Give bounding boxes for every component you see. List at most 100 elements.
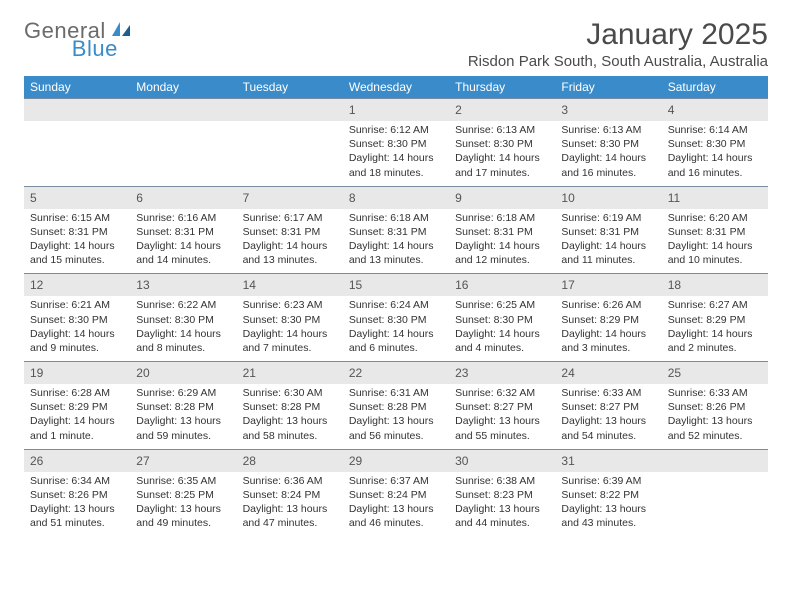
- month-title: January 2025: [468, 18, 768, 51]
- day-number-row: .: [662, 450, 768, 472]
- calendar-day-cell: .: [662, 449, 768, 536]
- day-number: 29: [349, 454, 362, 468]
- daylight-text: Daylight: 13 hours and 54 minutes.: [561, 414, 655, 442]
- calendar-day-cell: 10Sunrise: 6:19 AMSunset: 8:31 PMDayligh…: [555, 186, 661, 274]
- sunrise-text: Sunrise: 6:16 AM: [136, 211, 230, 225]
- day-number-row: 29: [343, 450, 449, 472]
- sunset-text: Sunset: 8:30 PM: [136, 313, 230, 327]
- sunrise-text: Sunrise: 6:38 AM: [455, 474, 549, 488]
- day-number: 20: [136, 366, 149, 380]
- calendar-week-row: 12Sunrise: 6:21 AMSunset: 8:30 PMDayligh…: [24, 274, 768, 362]
- sunset-text: Sunset: 8:30 PM: [349, 137, 443, 151]
- sunrise-text: Sunrise: 6:14 AM: [668, 123, 762, 137]
- day-details: Sunrise: 6:13 AMSunset: 8:30 PMDaylight:…: [555, 121, 661, 186]
- daylight-text: Daylight: 14 hours and 12 minutes.: [455, 239, 549, 267]
- day-number-row: 31: [555, 450, 661, 472]
- sunset-text: Sunset: 8:29 PM: [561, 313, 655, 327]
- sunrise-text: Sunrise: 6:19 AM: [561, 211, 655, 225]
- weekday-header: Thursday: [449, 76, 555, 99]
- sunrise-text: Sunrise: 6:33 AM: [668, 386, 762, 400]
- day-details: Sunrise: 6:33 AMSunset: 8:27 PMDaylight:…: [555, 384, 661, 449]
- sunset-text: Sunset: 8:30 PM: [243, 313, 337, 327]
- calendar-day-cell: 15Sunrise: 6:24 AMSunset: 8:30 PMDayligh…: [343, 274, 449, 362]
- sunset-text: Sunset: 8:24 PM: [349, 488, 443, 502]
- day-details: Sunrise: 6:27 AMSunset: 8:29 PMDaylight:…: [662, 296, 768, 361]
- calendar-day-cell: 9Sunrise: 6:18 AMSunset: 8:31 PMDaylight…: [449, 186, 555, 274]
- day-number: 19: [30, 366, 43, 380]
- daylight-text: Daylight: 14 hours and 14 minutes.: [136, 239, 230, 267]
- day-details: Sunrise: 6:15 AMSunset: 8:31 PMDaylight:…: [24, 209, 130, 274]
- day-number-row: 27: [130, 450, 236, 472]
- sunrise-text: Sunrise: 6:39 AM: [561, 474, 655, 488]
- day-number-row: 10: [555, 187, 661, 209]
- day-number-row: .: [130, 99, 236, 121]
- daylight-text: Daylight: 14 hours and 2 minutes.: [668, 327, 762, 355]
- day-number: 26: [30, 454, 43, 468]
- daylight-text: Daylight: 14 hours and 9 minutes.: [30, 327, 124, 355]
- daylight-text: Daylight: 14 hours and 10 minutes.: [668, 239, 762, 267]
- calendar-week-row: 26 Sunrise: 6:34 AMSunset: 8:26 PMDayligh…: [24, 449, 768, 536]
- calendar-day-cell: 22Sunrise: 6:31 AMSunset: 8:28 PMDayligh…: [343, 362, 449, 450]
- day-number: 11: [668, 191, 680, 205]
- sunset-text: Sunset: 8:30 PM: [561, 137, 655, 151]
- sunset-text: Sunset: 8:27 PM: [455, 400, 549, 414]
- weekday-header: Monday: [130, 76, 236, 99]
- daylight-text: Daylight: 13 hours and 59 minutes.: [136, 414, 230, 442]
- sunrise-text: Sunrise: 6:18 AM: [349, 211, 443, 225]
- sunrise-text: Sunrise: 6:15 AM: [30, 211, 124, 225]
- sunset-text: Sunset: 8:30 PM: [349, 313, 443, 327]
- daylight-text: Daylight: 13 hours and 52 minutes.: [668, 414, 762, 442]
- calendar-day-cell: 3 Sunrise: 6:13 AMSunset: 8:30 PMDaylight…: [555, 99, 661, 187]
- day-number-row: 7: [237, 187, 343, 209]
- calendar-week-row: 19 Sunrise: 6:28 AMSunset: 8:29 PMDayligh…: [24, 362, 768, 450]
- sunrise-text: Sunrise: 6:20 AM: [668, 211, 762, 225]
- day-number-row: 19: [24, 362, 130, 384]
- day-details: Sunrise: 6:29 AMSunset: 8:28 PMDaylight:…: [130, 384, 236, 449]
- day-details: Sunrise: 6:34 AMSunset: 8:26 PMDaylight:…: [24, 472, 130, 537]
- day-number-row: 6: [130, 187, 236, 209]
- day-number: 12: [30, 278, 43, 292]
- day-number: 30: [455, 454, 468, 468]
- sunset-text: Sunset: 8:31 PM: [455, 225, 549, 239]
- calendar-day-cell: 27Sunrise: 6:35 AMSunset: 8:25 PMDayligh…: [130, 449, 236, 536]
- day-number: 18: [668, 278, 681, 292]
- weekday-header: Sunday: [24, 76, 130, 99]
- day-number: 25: [668, 366, 681, 380]
- day-number-row: 2: [449, 99, 555, 121]
- sunset-text: Sunset: 8:24 PM: [243, 488, 337, 502]
- day-number-row: 11: [662, 187, 768, 209]
- calendar-day-cell: 29Sunrise: 6:37 AMSunset: 8:24 PMDayligh…: [343, 449, 449, 536]
- day-number-row: 4: [662, 99, 768, 121]
- sunset-text: Sunset: 8:28 PM: [349, 400, 443, 414]
- day-number-row: 13: [130, 274, 236, 296]
- daylight-text: Daylight: 14 hours and 3 minutes.: [561, 327, 655, 355]
- day-number: 22: [349, 366, 362, 380]
- sunset-text: Sunset: 8:26 PM: [668, 400, 762, 414]
- day-number: 17: [561, 278, 574, 292]
- sunset-text: Sunset: 8:31 PM: [349, 225, 443, 239]
- day-details: Sunrise: 6:28 AMSunset: 8:29 PMDaylight:…: [24, 384, 130, 449]
- sunset-text: Sunset: 8:25 PM: [136, 488, 230, 502]
- daylight-text: Daylight: 14 hours and 11 minutes.: [561, 239, 655, 267]
- sunrise-text: Sunrise: 6:37 AM: [349, 474, 443, 488]
- calendar-day-cell: 31Sunrise: 6:39 AMSunset: 8:22 PMDayligh…: [555, 449, 661, 536]
- daylight-text: Daylight: 13 hours and 51 minutes.: [30, 502, 124, 530]
- day-details: Sunrise: 6:33 AMSunset: 8:26 PMDaylight:…: [662, 384, 768, 449]
- daylight-text: Daylight: 14 hours and 16 minutes.: [561, 151, 655, 179]
- sunset-text: Sunset: 8:29 PM: [668, 313, 762, 327]
- sunset-text: Sunset: 8:22 PM: [561, 488, 655, 502]
- calendar-day-cell: 13Sunrise: 6:22 AMSunset: 8:30 PMDayligh…: [130, 274, 236, 362]
- calendar-day-cell: 28Sunrise: 6:36 AMSunset: 8:24 PMDayligh…: [237, 449, 343, 536]
- day-number: 8: [349, 191, 356, 205]
- day-number: 21: [243, 366, 256, 380]
- sunset-text: Sunset: 8:26 PM: [30, 488, 124, 502]
- day-number-row: .: [24, 99, 130, 121]
- day-number-row: 23: [449, 362, 555, 384]
- daylight-text: Daylight: 14 hours and 17 minutes.: [455, 151, 549, 179]
- day-details: Sunrise: 6:26 AMSunset: 8:29 PMDaylight:…: [555, 296, 661, 361]
- day-details: Sunrise: 6:23 AMSunset: 8:30 PMDaylight:…: [237, 296, 343, 361]
- sunrise-text: Sunrise: 6:30 AM: [243, 386, 337, 400]
- calendar-day-cell: 7Sunrise: 6:17 AMSunset: 8:31 PMDaylight…: [237, 186, 343, 274]
- day-number: 3: [561, 103, 568, 117]
- calendar-day-cell: 12Sunrise: 6:21 AMSunset: 8:30 PMDayligh…: [24, 274, 130, 362]
